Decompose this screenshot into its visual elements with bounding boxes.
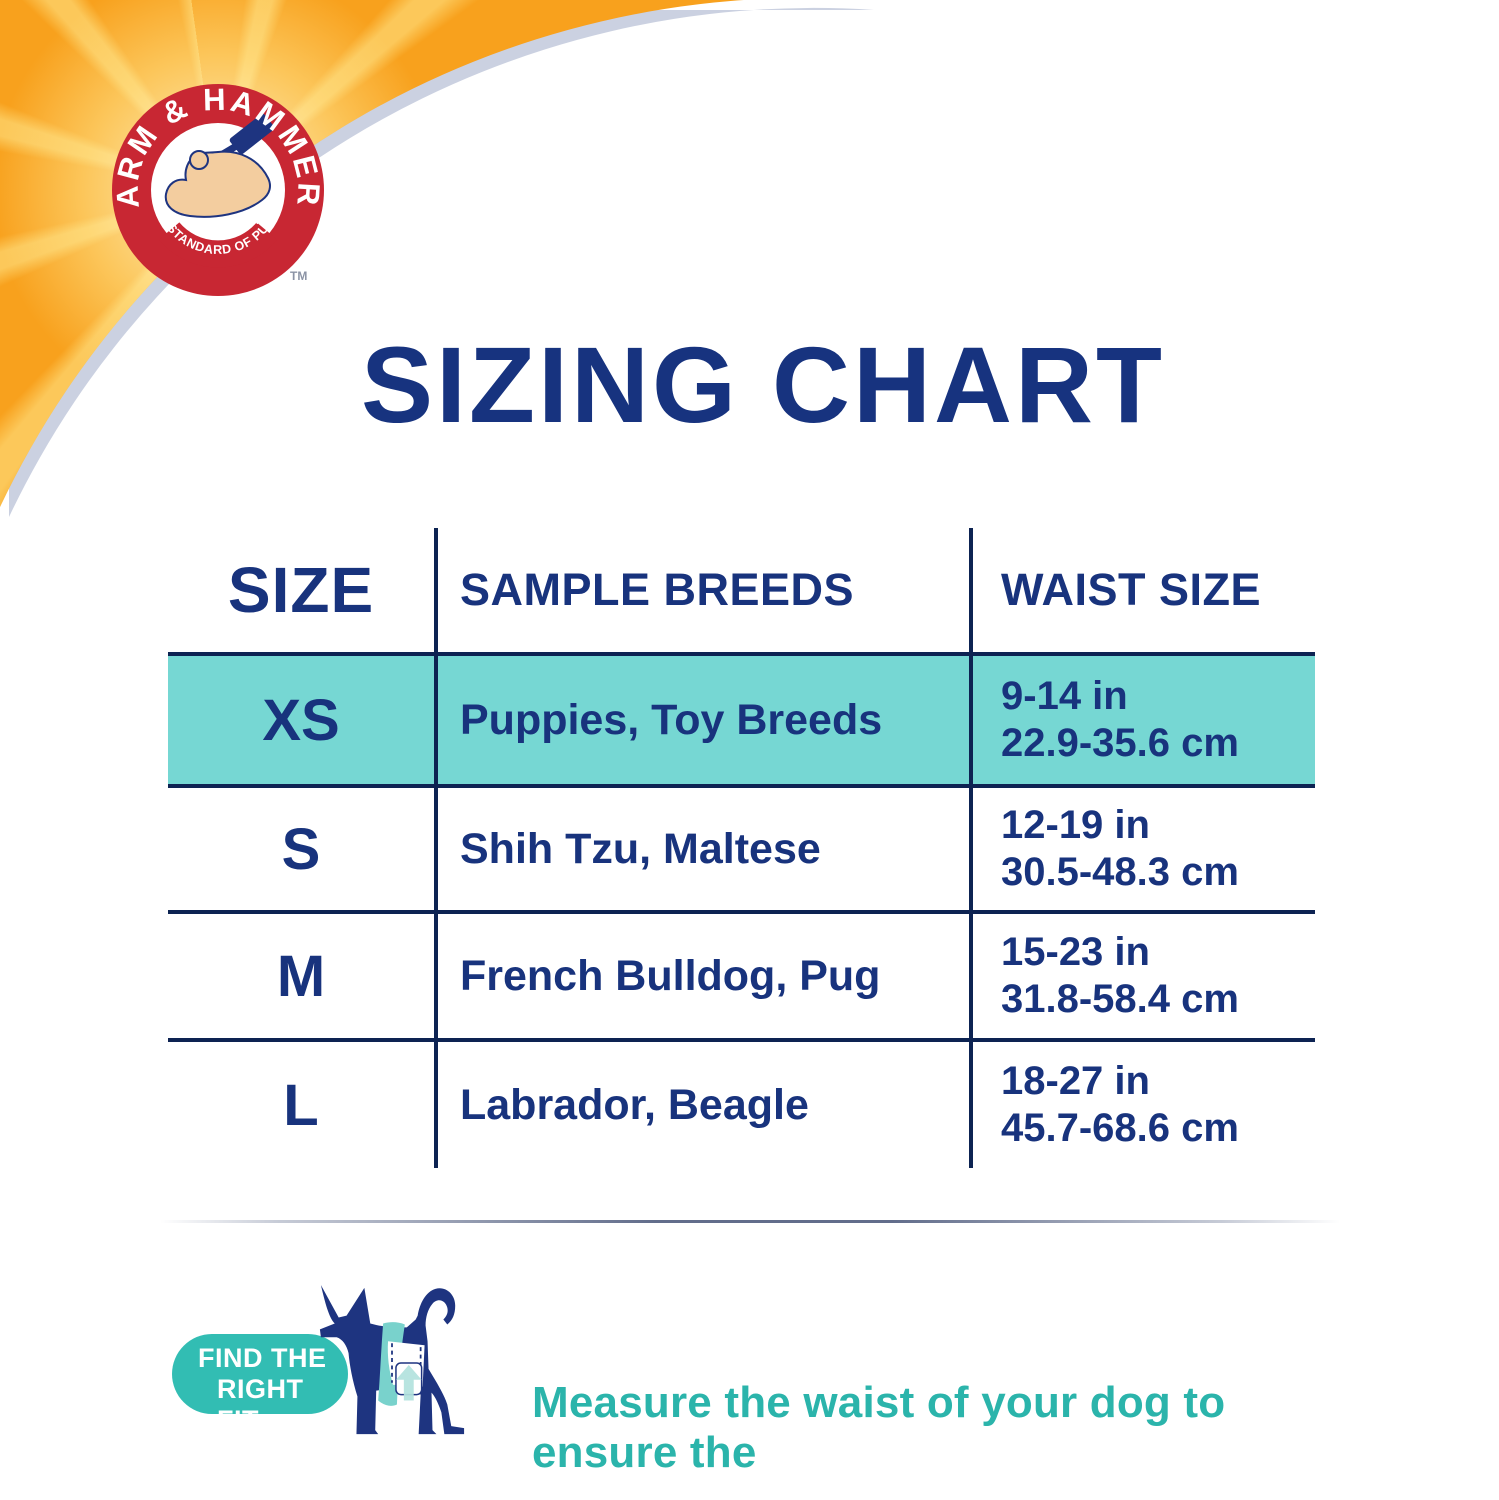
breeds-cell: Shih Tzu, Maltese	[460, 824, 821, 873]
note-line: Measure the waist of your dog to ensure …	[532, 1378, 1238, 1477]
column-header-waist: WAIST SIZE	[1001, 564, 1262, 615]
badge-line: FIND THE	[198, 1343, 327, 1373]
waist-cell: 15-23 in 31.8-58.4 cm	[969, 929, 1315, 1023]
trademark-icon: TM	[247, 216, 261, 227]
waist-cm: 30.5-48.3 cm	[1001, 850, 1239, 894]
waist-cm: 31.8-58.4 cm	[1001, 977, 1239, 1021]
table-row-m: M French Bulldog, Pug 15-23 in 31.8-58.4…	[168, 914, 1315, 1038]
waist-cm: 45.7-68.6 cm	[1001, 1106, 1239, 1150]
waist-cm: 22.9-35.6 cm	[1001, 721, 1239, 765]
size-label: S	[281, 816, 321, 882]
row-divider	[168, 910, 1315, 914]
row-divider	[168, 652, 1315, 656]
column-divider	[434, 528, 438, 1168]
waist-inches: 9-14 in	[1001, 674, 1128, 718]
fit-note: Measure the waist of your dog to ensure …	[532, 1278, 1332, 1500]
up-arrow-icon	[395, 1364, 422, 1401]
page-title: SIZING CHART	[361, 324, 1165, 445]
size-label: M	[276, 943, 326, 1009]
sizing-table: SIZE SAMPLE BREEDS WAIST SIZE XS Puppies…	[168, 528, 1315, 1168]
column-header-breeds: SAMPLE BREEDS	[460, 564, 855, 615]
find-right-fit-badge: FIND THE RIGHT FIT	[172, 1334, 348, 1435]
xs-row-highlight	[168, 656, 1315, 784]
breeds-cell: French Bulldog, Pug	[460, 951, 881, 1000]
size-label: XS	[262, 687, 340, 753]
breeds-cell: Puppies, Toy Breeds	[460, 695, 883, 744]
arm-hammer-icon	[164, 113, 275, 218]
breeds-cell: Labrador, Beagle	[460, 1080, 809, 1129]
table-row-l: L Labrador, Beagle 18-27 in 45.7-68.6 cm	[168, 1042, 1315, 1168]
row-divider	[168, 1038, 1315, 1042]
waist-cell: 12-19 in 30.5-48.3 cm	[969, 802, 1315, 896]
table-row-s: S Shih Tzu, Maltese 12-19 in 30.5-48.3 c…	[168, 788, 1315, 910]
trademark-icon: TM	[290, 269, 307, 283]
column-header-size: SIZE	[227, 554, 375, 626]
badge-line: RIGHT FIT	[217, 1374, 304, 1435]
waist-cell: 18-27 in 45.7-68.6 cm	[969, 1058, 1315, 1152]
arm-and-hammer-logo: ARM & HAMMER THE STANDARD OF PURITY TM T…	[0, 0, 324, 296]
waist-inches: 15-23 in	[1001, 930, 1150, 974]
dog-diaper-illustration	[319, 1284, 465, 1435]
table-header-row: SIZE SAMPLE BREEDS WAIST SIZE	[168, 528, 1315, 652]
waist-inches: 12-19 in	[1001, 803, 1150, 847]
waist-inches: 18-27 in	[1001, 1059, 1150, 1103]
section-divider	[160, 1220, 1340, 1223]
row-divider	[168, 784, 1315, 788]
waist-cell: 9-14 in 22.9-35.6 cm	[969, 673, 1315, 767]
table-row-xs: XS Puppies, Toy Breeds 9-14 in 22.9-35.6…	[168, 656, 1315, 784]
size-label: L	[283, 1072, 319, 1138]
logo-banner-ribbon	[158, 221, 278, 268]
column-divider	[969, 528, 973, 1168]
